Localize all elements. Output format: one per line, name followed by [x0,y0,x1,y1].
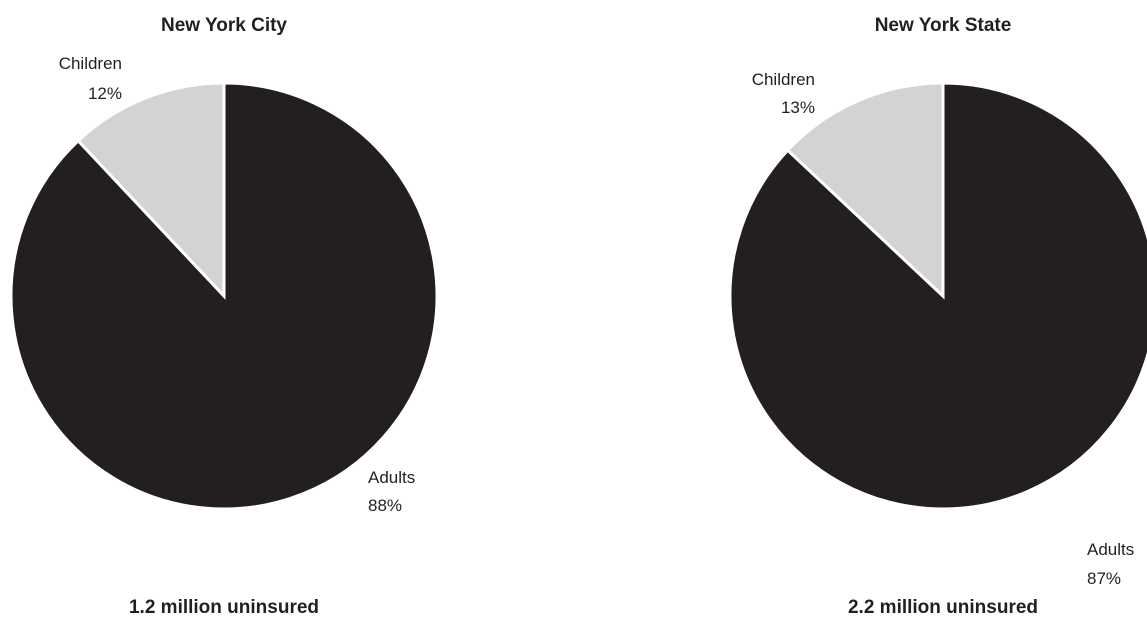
chart-nyc-adults-value: 88% [368,496,402,515]
chart-nyc: New York City Children 12% Adults 88% 1.… [9,15,439,618]
chart-nys-title: New York State [875,15,1012,36]
chart-nyc-footer: 1.2 million uninsured [129,597,319,618]
chart-nys-children-label: Children [752,70,815,89]
chart-nys-adults-label: Adults [1087,540,1134,559]
chart-nys-children-value: 13% [781,98,815,117]
chart-nys-slice-children [785,81,945,300]
chart-nyc-title: New York City [161,15,287,36]
chart-nyc-slice-children [76,81,226,300]
chart-nys: New York State Children 13% Adults 87% 2… [728,15,1147,618]
chart-nyc-adults-label: Adults [368,468,415,487]
chart-nys-adults-value: 87% [1087,569,1121,588]
chart-nyc-children-value: 12% [88,84,122,103]
chart-nys-slice-adults [728,81,1147,511]
chart-nys-footer: 2.2 million uninsured [848,597,1038,618]
chart-nyc-children-label: Children [59,54,122,73]
